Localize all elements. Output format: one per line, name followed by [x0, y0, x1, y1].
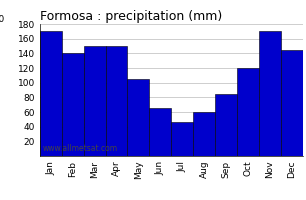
Text: Formosa : precipitation (mm): Formosa : precipitation (mm) [40, 10, 222, 23]
Bar [259, 31, 281, 156]
Bar [193, 112, 215, 156]
Bar [237, 68, 259, 156]
Bar [215, 94, 237, 156]
Text: www.allmetsat.com: www.allmetsat.com [43, 144, 118, 153]
Text: 180: 180 [0, 15, 6, 24]
Bar [171, 122, 193, 156]
Bar [62, 53, 84, 156]
Bar [128, 79, 149, 156]
Bar [281, 50, 303, 156]
Bar [149, 108, 171, 156]
Bar [106, 46, 128, 156]
Bar [84, 46, 106, 156]
Bar [40, 31, 62, 156]
